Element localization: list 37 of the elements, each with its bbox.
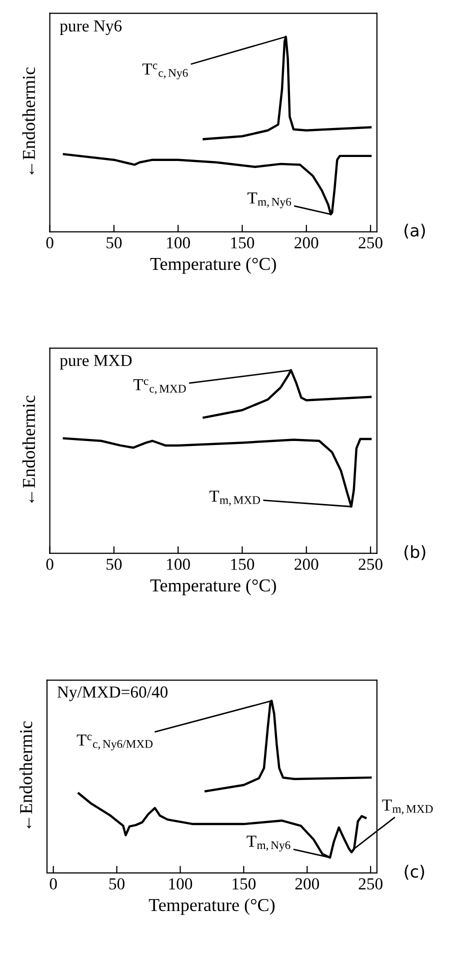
x-tick-label: 250: [358, 878, 382, 890]
x-axis-title: Temperature (°C): [150, 578, 276, 596]
x-tick-label: 200: [294, 558, 318, 570]
x-tick-label: 0: [46, 558, 54, 570]
x-tick-label: 100: [167, 237, 190, 248]
x-tick-label: 0: [46, 237, 54, 248]
x-tick-label: 200: [294, 237, 318, 248]
annotation: T$^{c}$$_{c,Ny6/MXD}$: [76, 734, 153, 750]
x-axis-title: Temperature (°C): [150, 257, 276, 274]
x-tick-label: 50: [106, 558, 122, 570]
annotation: T$^{c}$$_{c,Ny6}$: [142, 64, 188, 80]
annotation: T$_{m,Ny6}$: [246, 836, 290, 852]
y-axis-title: ←Endothermic: [22, 396, 36, 503]
x-tick-label: 150: [231, 237, 254, 248]
x-tick-label: 0: [50, 878, 57, 890]
x-tick-label: 150: [231, 558, 254, 570]
x-tick-label: 150: [232, 878, 256, 890]
chart-title: Ny/MXD=60/40: [57, 686, 168, 702]
chart-title: pure Ny6: [60, 20, 122, 36]
x-tick-label: 100: [169, 878, 192, 890]
text: (c): [404, 864, 424, 880]
annotation: T$_{m,MXD}$: [382, 800, 433, 815]
text: (a): [404, 224, 425, 239]
annotation: T$^{c}$$_{c,MXD}$: [133, 379, 186, 394]
x-tick-label: 250: [358, 558, 382, 570]
annotation: T$_{m,MXD}$: [209, 490, 260, 506]
x-tick-label: 50: [106, 237, 122, 248]
y-axis-title: ←Endothermic: [22, 67, 36, 175]
x-tick-label: 200: [295, 878, 320, 890]
chart-title: pure MXD: [60, 355, 132, 370]
text: (b): [404, 545, 426, 560]
x-axis-title: Temperature (°C): [148, 898, 275, 915]
annotation: T$_{m,Ny6}$: [248, 192, 292, 208]
y-axis-title: ←Endothermic: [20, 721, 32, 829]
x-tick-label: 100: [167, 558, 190, 570]
x-tick-label: 50: [109, 878, 124, 890]
x-tick-label: 250: [358, 237, 382, 248]
